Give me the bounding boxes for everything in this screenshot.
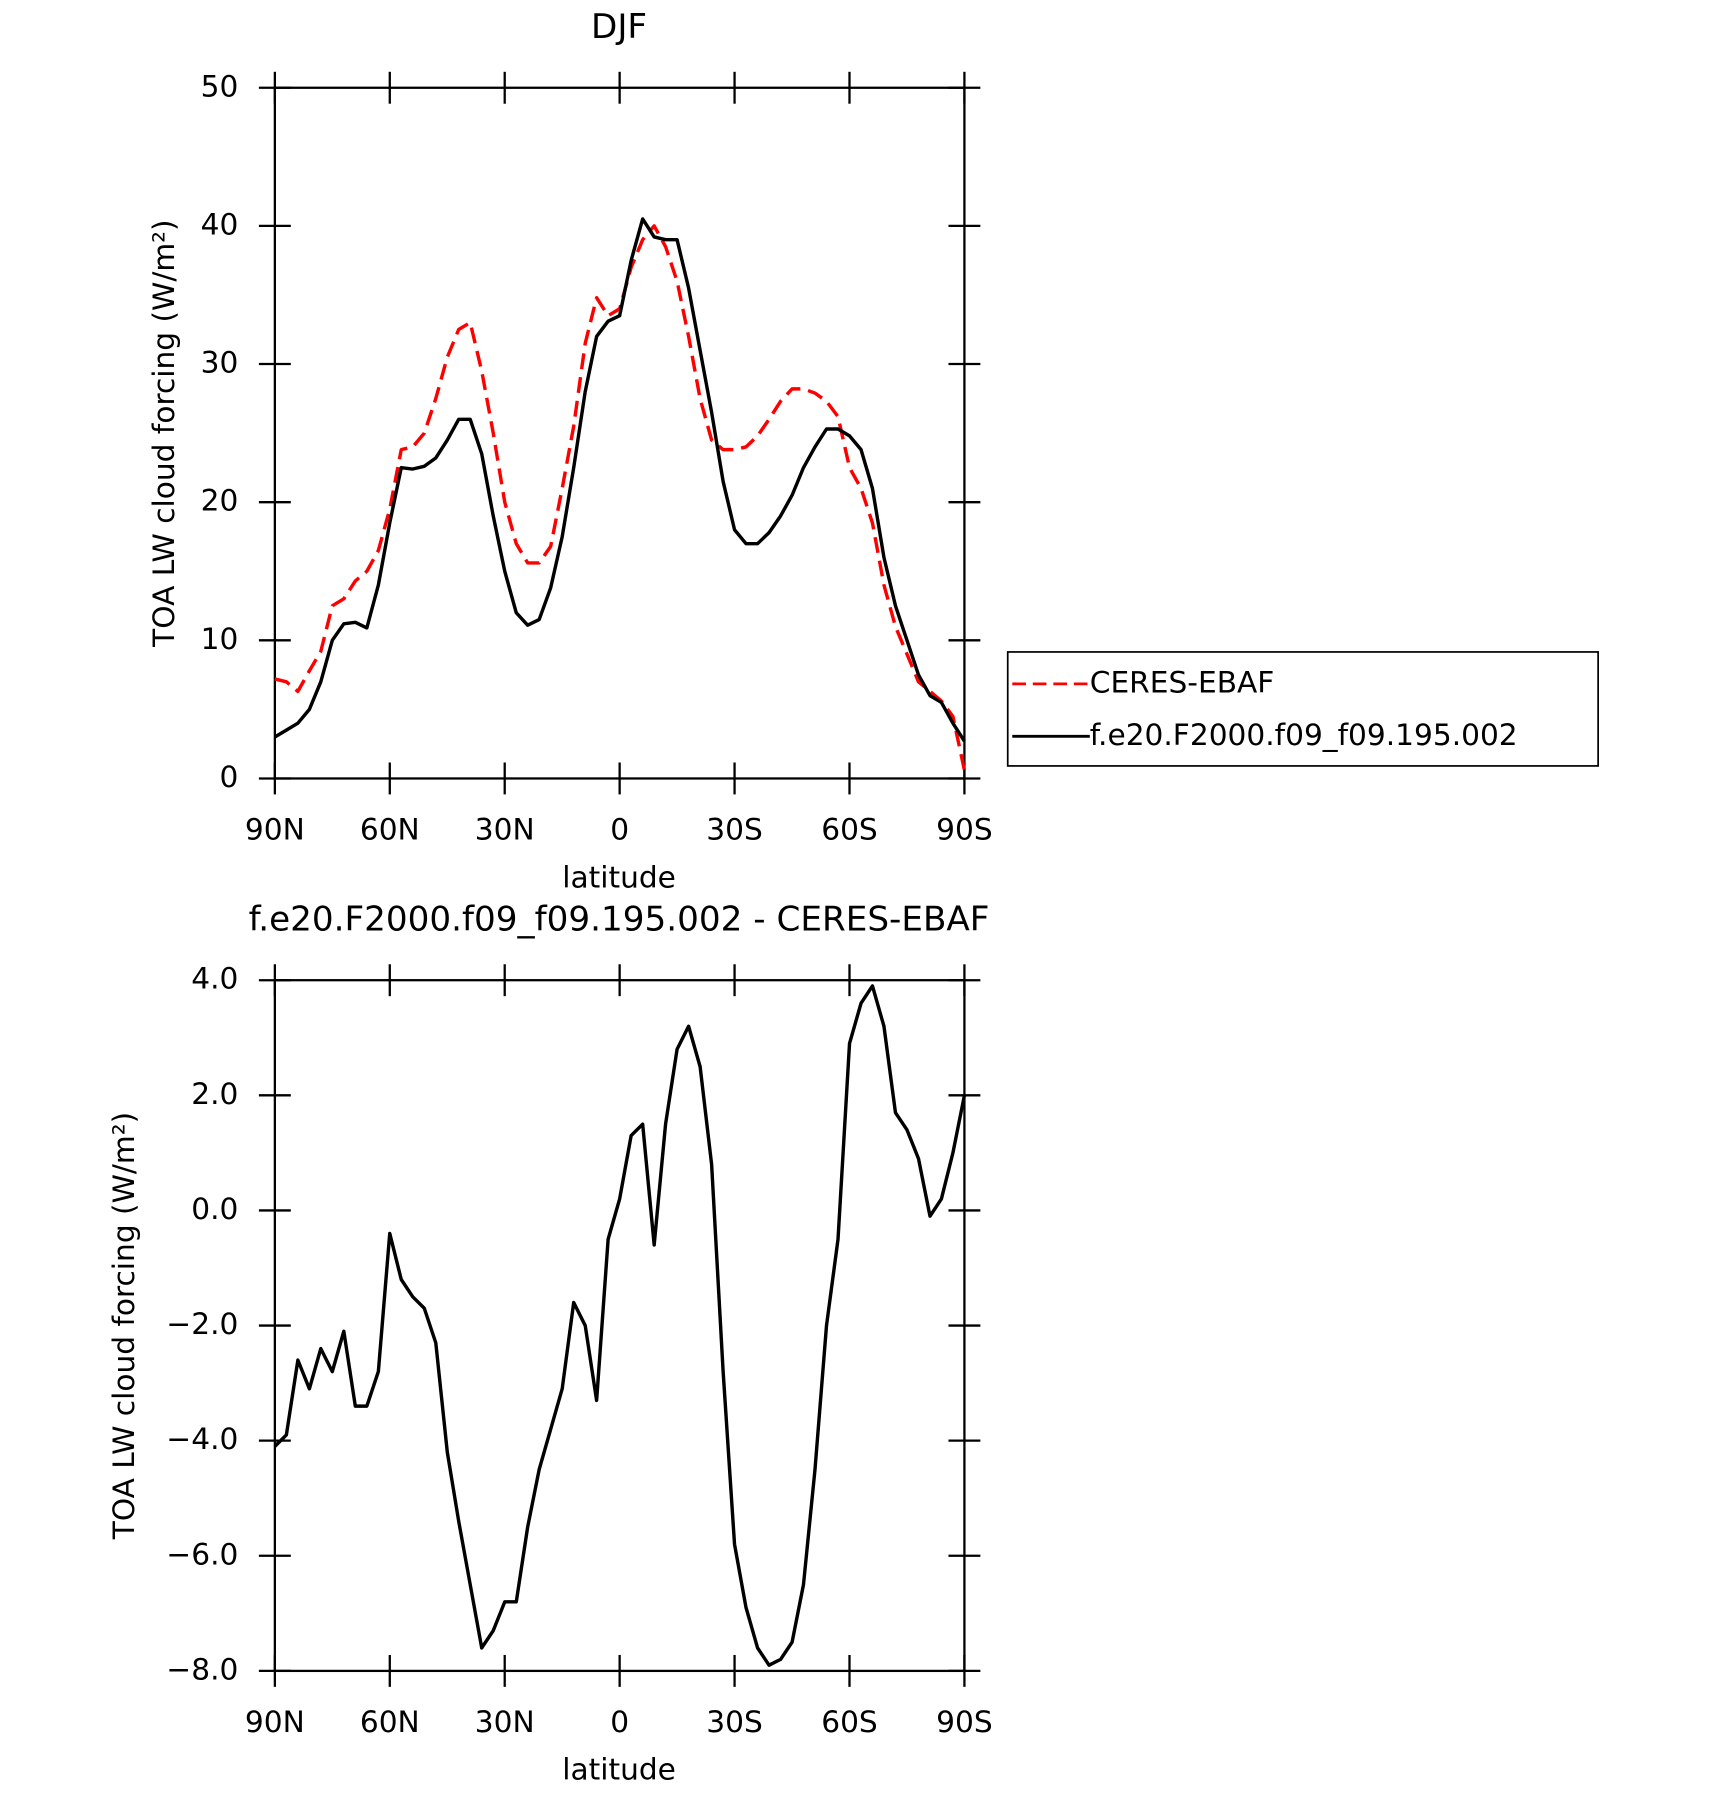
x-tick-label: 0 — [610, 1704, 629, 1739]
y-axis-label: TOA LW cloud forcing (W/m²) — [146, 219, 181, 647]
y-tick-label: −8.0 — [166, 1651, 238, 1686]
y-tick-label: −6.0 — [166, 1536, 238, 1571]
legend-label: f.e20.F2000.f09_f09.195.002 — [1090, 717, 1518, 752]
data-line — [273, 984, 967, 1667]
x-tick-label: 90S — [936, 1704, 993, 1739]
x-tick-label: 90S — [936, 811, 993, 846]
y-tick-label: 30 — [201, 345, 239, 380]
y-axis-label: TOA LW cloud forcing (W/m²) — [106, 1112, 141, 1540]
y-tick-label: 40 — [201, 206, 239, 241]
legend-box — [1006, 651, 1599, 767]
data-line — [273, 217, 966, 743]
chart-title: f.e20.F2000.f09_f09.195.002 - CERES-EBAF — [249, 899, 990, 939]
x-tick-label: 90N — [245, 1704, 305, 1739]
x-tick-label: 30N — [475, 811, 535, 846]
x-axis-label: latitude — [562, 1752, 676, 1787]
plot-frame — [273, 979, 966, 1673]
legend-label: CERES-EBAF — [1090, 664, 1275, 699]
chart-title: DJF — [591, 7, 647, 47]
x-tick-label: 0 — [610, 811, 629, 846]
y-tick-label: 10 — [201, 621, 239, 656]
x-tick-label: 60S — [821, 1704, 878, 1739]
x-tick-label: 30S — [706, 1704, 763, 1739]
x-tick-label: 60N — [360, 1704, 420, 1739]
y-tick-label: 0.0 — [191, 1191, 238, 1226]
x-tick-label: 30S — [706, 811, 763, 846]
y-tick-label: −2.0 — [166, 1306, 238, 1341]
y-tick-label: 0 — [220, 759, 239, 794]
x-tick-label: 30N — [475, 1704, 535, 1739]
x-axis-label: latitude — [562, 859, 676, 894]
y-tick-label: 20 — [201, 483, 239, 518]
plot-frame — [273, 86, 966, 780]
x-tick-label: 60S — [821, 811, 878, 846]
y-tick-label: 50 — [201, 68, 239, 103]
y-tick-label: 4.0 — [191, 961, 238, 996]
x-tick-label: 90N — [245, 811, 305, 846]
y-tick-label: 2.0 — [191, 1076, 238, 1111]
y-tick-label: −4.0 — [166, 1421, 238, 1456]
x-tick-label: 60N — [360, 811, 420, 846]
